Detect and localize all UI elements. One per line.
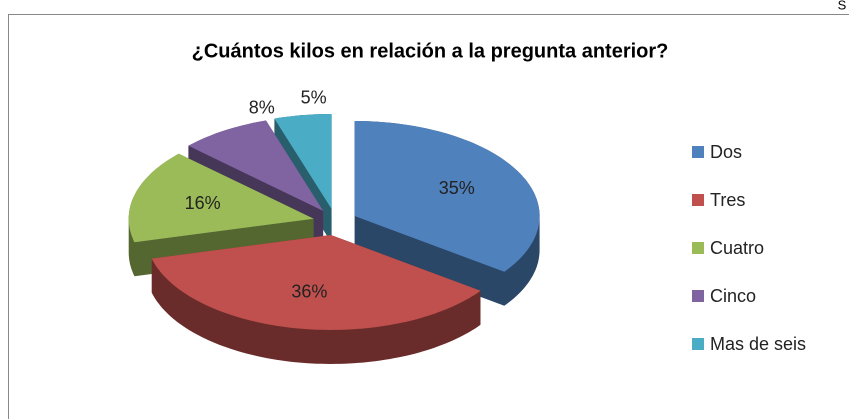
legend-label: Mas de seis [710, 334, 806, 354]
legend-swatch [692, 338, 704, 350]
value-label: 8% [249, 98, 275, 118]
slice [354, 121, 540, 272]
legend-swatch [692, 242, 704, 254]
legend-label: Cuatro [710, 238, 764, 258]
slice [188, 120, 324, 211]
legend-label: Cinco [710, 286, 756, 306]
legend-swatch [692, 290, 704, 302]
legend-label: Dos [710, 142, 742, 162]
value-label: 5% [301, 87, 327, 107]
value-label: 36% [291, 282, 327, 302]
slice [151, 235, 481, 330]
slice [274, 114, 332, 209]
value-label: 35% [439, 178, 475, 198]
corner-text: S [838, 0, 847, 12]
legend-label: Tres [710, 190, 745, 210]
chart-title: ¿Cuántos kilos en relación a la pregunta… [192, 40, 669, 62]
legend-swatch [692, 146, 704, 158]
value-label: 16% [185, 193, 221, 213]
legend-swatch [692, 194, 704, 206]
slice [128, 153, 314, 243]
